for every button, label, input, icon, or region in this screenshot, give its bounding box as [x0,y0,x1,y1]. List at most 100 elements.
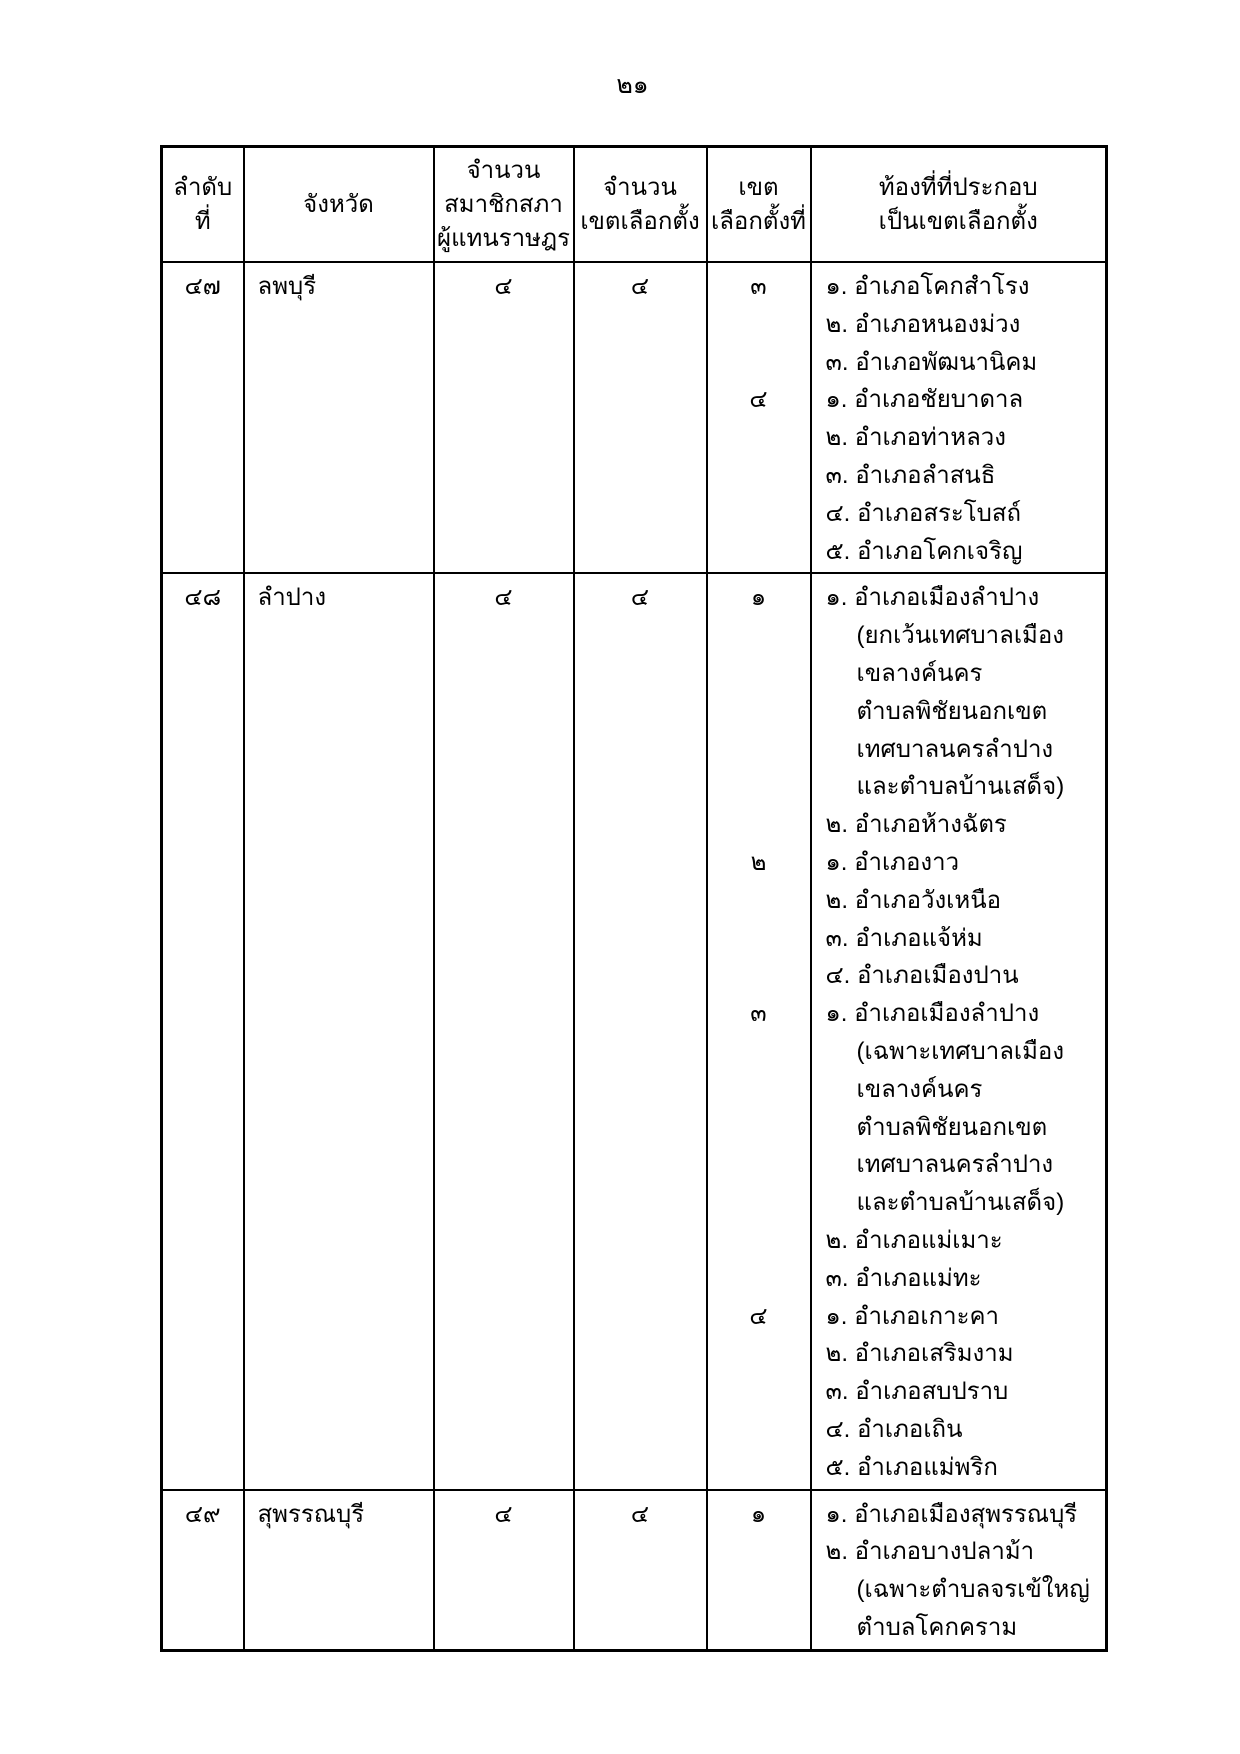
province-cell: ลพบุรี [242,260,435,575]
order-cell: ๔๗ [160,260,245,575]
header-order-line: ลำดับ [173,173,233,201]
header-zone-number-line: เขต [738,173,779,201]
district-line: ๑. อำเภองาว [825,848,960,876]
district-line: ๒. อำเภอเสริมงาม [825,1340,1014,1368]
header-mp-count: จำนวน สมาชิกสภา ผู้แทนราษฎร [432,145,575,263]
header-district-count-line: จำนวน [603,173,677,201]
order-cell: ๔๘ [160,572,245,1491]
mp-count-value: ๔ [494,584,513,612]
district-continuation-line: ตำบลโคกคราม [856,1613,1018,1641]
mp-count-cell: ๔ [432,572,575,1491]
district-line: ๒. อำเภอแม่เมาะ [825,1226,1003,1254]
electoral-districts-table: ลำดับ ที่ จังหวัด จำนวน สมาชิกสภา ผู้แทน… [160,145,1108,1652]
district-continuation-line: และตำบลบ้านเสด็จ) [856,773,1065,801]
zone-number-block: ๓ [709,268,809,381]
zone-number-cell: ๓๔ [705,260,812,575]
district-line: ๔. อำเภอสระโบสถ์ [825,499,1022,527]
header-areas-line: ท้องที่ที่ประกอบ [878,173,1038,201]
zone-number-block: ๑ [709,579,809,844]
district-line: ๕. อำเภอแม่พริก [825,1453,998,1481]
mp-count-value: ๔ [494,273,513,300]
district-line: ๑. อำเภอชัยบาดาล [825,386,1024,414]
district-line: ๔. อำเภอเถิน [825,1415,963,1443]
zone-number-block: ๔ [709,1298,809,1487]
district-line: ๓. อำเภอสบปราบ [825,1378,1009,1406]
order-cell: ๔๙ [160,1488,245,1652]
zone-number-block: ๑ [709,1496,809,1647]
district-count-value: ๔ [630,584,650,612]
zone-number-cell: ๑ [705,1488,812,1652]
district-line: ๕. อำเภอโคกเจริญ [825,537,1023,565]
province-row: ๔๙ สุพรรณบุรี ๔ ๔ ๑ ๑. อำเภอเมืองสุพรรณบุรี๒.… [160,1488,1108,1652]
district-line: ๒. อำเภอหนองม่วง [825,310,1021,338]
zone-number: ๑ [750,1500,767,1528]
district-line: ๑. อำเภอเกาะคา [825,1302,1000,1330]
district-count-value: ๔ [630,273,650,300]
district-count-value: ๔ [630,1500,650,1528]
province-name: ลำปาง [257,584,327,612]
header-zone-number: เขต เลือกตั้งที่ [705,145,812,263]
province-row: ๔๗ ลพบุรี๔๔๓๔๑. อำเภอโคกสำโรง ๒. อำเภอหนอง… [160,260,1108,575]
district-line: ๒. อำเภอวังเหนือ [825,886,1002,914]
header-mp-count-line: ผู้แทนราษฎร [437,224,570,252]
district-continuation-line: ตำบลพิชัยนอกเขต [856,697,1048,725]
province-name: ลพบุรี [257,273,317,300]
areas-cell: ๑. อำเภอเมืองสุพรรณบุรี๒. อำเภอบางปลาม้า… [809,1488,1108,1652]
header-order-line: ที่ [194,207,211,235]
district-line: ๓. อำเภอแจ้ห่ม [825,924,983,952]
zone-number: ๑ [750,584,767,612]
district-line: ๓. อำเภอลำสนธิ [825,461,996,489]
zone-number: ๓ [750,273,767,300]
province-row: ๔๘ ลำปาง๔๔๑๒๓๔๑. อำเภอเมืองลำปาง (ยกเว้นเท… [160,572,1108,1491]
header-province-line: จังหวัด [303,190,374,218]
province-name: สุพรรณบุรี [257,1500,365,1528]
district-line: ๓. อำเภอพัฒนานิคม [825,348,1038,376]
mp-count-cell: ๔ [432,1488,575,1652]
district-line: ๔. อำเภอเมืองปาน [825,962,1019,990]
header-areas-line: เป็นเขตเลือกตั้ง [878,207,1038,235]
district-continuation-line: ตำบลพิชัยนอกเขต [856,1113,1048,1141]
header-areas: ท้องที่ที่ประกอบ เป็นเขตเลือกตั้ง [809,145,1108,263]
district-line: ๑. อำเภอเมืองสุพรรณบุรี [825,1500,1078,1528]
table-body: ๔๗ ลพบุรี๔๔๓๔๑. อำเภอโคกสำโรง ๒. อำเภอหนอง… [160,260,1108,1652]
header-province: จังหวัด [242,145,435,263]
zone-number-block: ๒ [709,844,809,995]
header-mp-count-line: จำนวน [466,156,541,184]
district-line: ๑. อำเภอโคกสำโรง [825,273,1030,300]
district-count-cell: ๔ [572,572,708,1491]
areas-cell: ๑. อำเภอโคกสำโรง๒. อำเภอหนองม่วง๓. อำเภอ… [809,260,1108,575]
district-line: ๒. อำเภอบางปลาม้า [825,1538,1035,1566]
district-continuation-line: (เฉพาะเทศบาลเมือง [856,1037,1065,1065]
district-continuation-line: เทศบาลนครลำปาง [856,1151,1054,1179]
district-continuation-line: เขลางค์นคร [856,1075,983,1103]
district-continuation-line: (ยกเว้นเทศบาลเมือง [856,622,1065,650]
province-cell: สุพรรณบุรี [242,1488,435,1652]
header-district-count: จำนวน เขตเลือกตั้ง [572,145,708,263]
district-line: ๒. อำเภอท่าหลวง [825,424,1007,452]
district-continuation-line: เทศบาลนครลำปาง [856,735,1054,763]
district-continuation-line: และตำบลบ้านเสด็จ) [856,1189,1065,1217]
district-continuation-line: (เฉพาะตำบลจรเข้ใหญ่ [856,1576,1090,1604]
mp-count-value: ๔ [494,1500,513,1528]
order-value: ๔๗ [184,273,221,300]
district-line: ๓. อำเภอแม่ทะ [825,1264,982,1292]
order-value: ๔๙ [184,1500,221,1528]
district-line: ๑. อำเภอเมืองลำปาง [825,1000,1040,1028]
zone-number: ๔ [749,1302,768,1330]
province-cell: ลำปาง [242,572,435,1491]
district-line: ๒. อำเภอห้างฉัตร [825,811,1007,839]
zone-number: ๔ [749,386,768,414]
order-value: ๔๘ [184,584,222,612]
district-count-cell: ๔ [572,260,708,575]
header-mp-count-line: สมาชิกสภา [444,190,563,218]
zone-number: ๓ [750,1000,767,1028]
header-zone-number-line: เลือกตั้งที่ [711,207,806,235]
zone-number-block: ๔ [709,381,809,570]
header-order: ลำดับ ที่ [160,145,245,263]
table-header-row: ลำดับ ที่ จังหวัด จำนวน สมาชิกสภา ผู้แทน… [160,145,1108,263]
zone-number-block: ๓ [709,995,809,1297]
areas-cell: ๑. อำเภอเมืองลำปาง (ยกเว้นเทศบาลเมืองเขลา… [809,572,1108,1491]
page-number: ๒๑ [616,71,649,99]
zone-number-cell: ๑๒๓๔ [705,572,812,1491]
